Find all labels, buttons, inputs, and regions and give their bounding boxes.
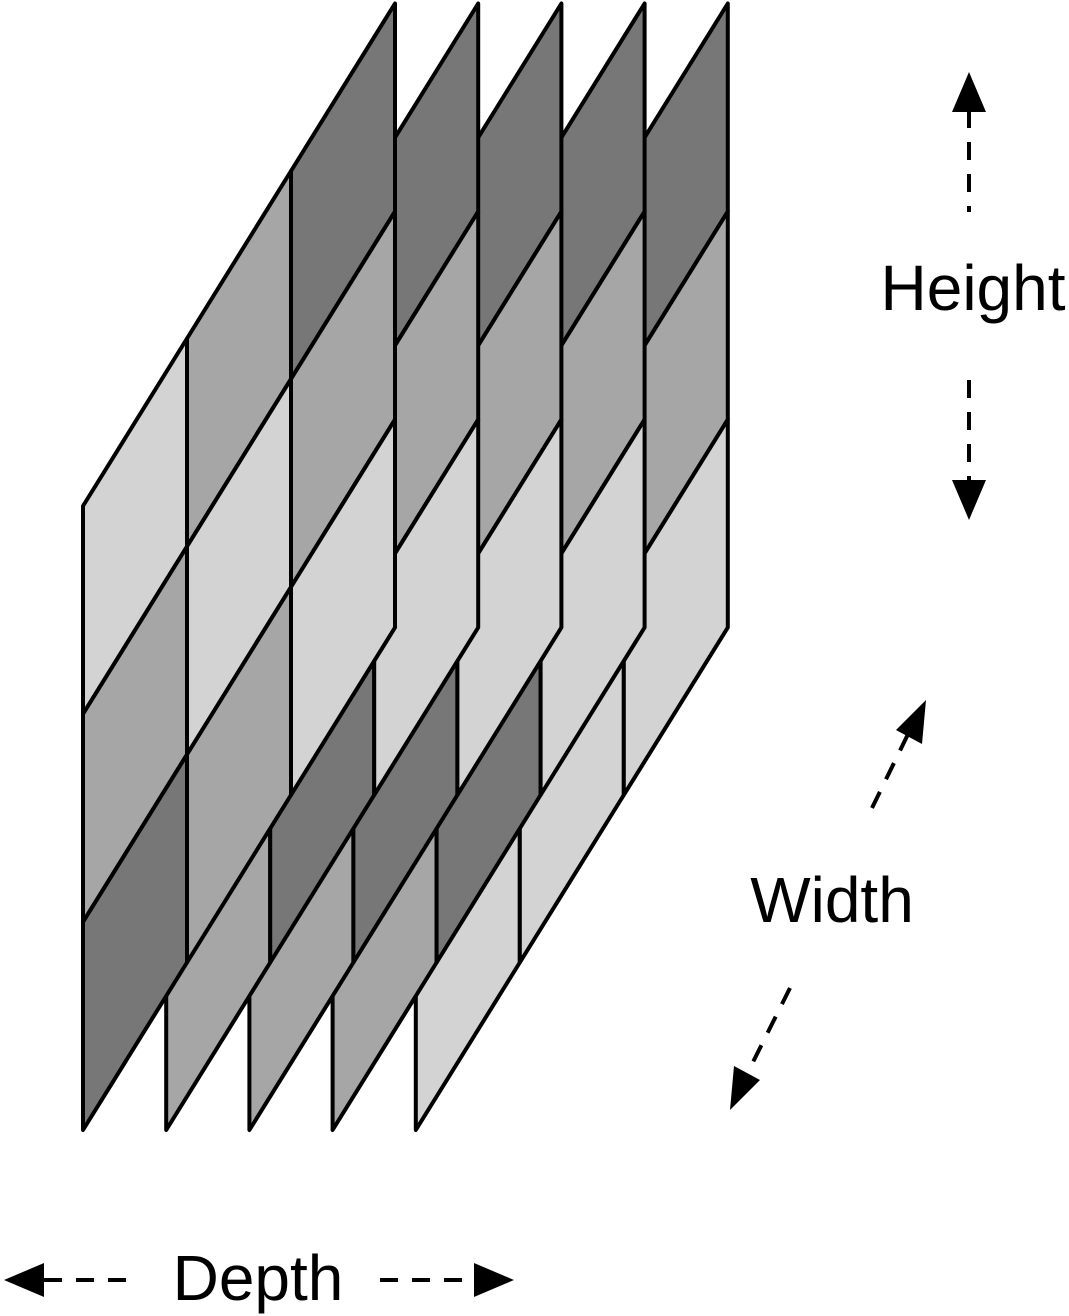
slice-2-cell-r3-c3 bbox=[372, 417, 481, 797]
height-arrow-down-head bbox=[952, 480, 986, 520]
tensor-slices bbox=[81, 1, 730, 1132]
depth-label: Depth bbox=[173, 1242, 344, 1314]
height-arrow bbox=[952, 72, 986, 520]
width-label: Width bbox=[750, 864, 914, 936]
depth-arrow-right-head bbox=[474, 1263, 514, 1297]
width-arrow-down-head bbox=[730, 1066, 760, 1110]
width-arrow bbox=[730, 700, 926, 1110]
width-arrow-up-head bbox=[896, 700, 926, 744]
depth-arrow bbox=[4, 1263, 514, 1297]
slice-4-cell-r3-c3 bbox=[538, 417, 647, 797]
slice-1-cell-r3-c3 bbox=[289, 417, 397, 797]
slice-3-cell-r3-c3 bbox=[455, 417, 564, 797]
width-arrow-bottom-shaft bbox=[742, 987, 792, 1081]
width-arrow-top-shaft bbox=[870, 725, 914, 809]
height-label: Height bbox=[881, 252, 1066, 324]
depth-arrow-left-head bbox=[4, 1263, 44, 1297]
slice-5-cell-r3-c3 bbox=[621, 417, 730, 797]
height-arrow-up-head bbox=[952, 72, 986, 112]
